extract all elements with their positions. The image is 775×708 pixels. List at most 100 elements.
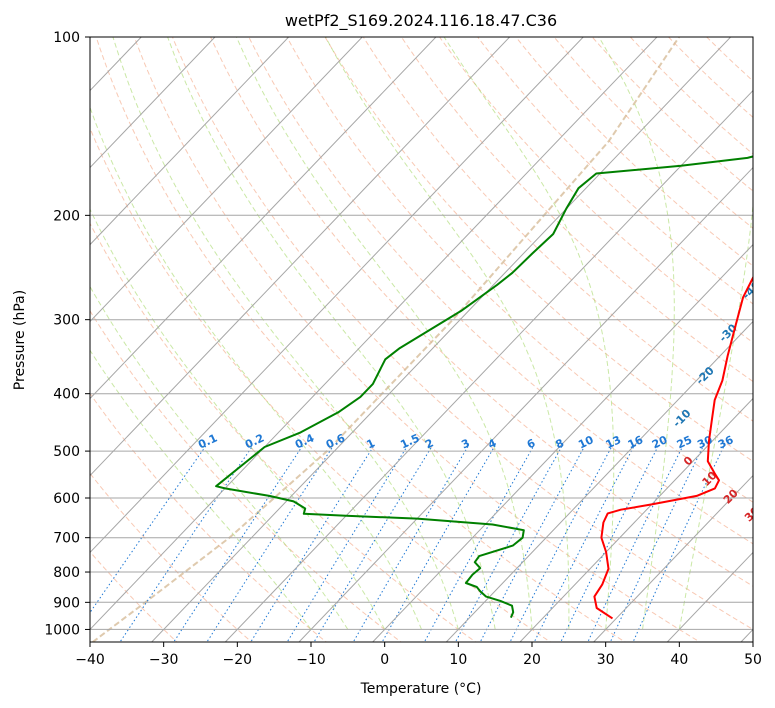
isotherm-line [740,628,753,642]
isotherm-line [90,37,363,323]
x-tick-label: 20 [523,652,541,668]
dry-adiabat-line [133,37,701,642]
dry-adiabat-line [477,37,753,305]
background-reference-lines [90,37,753,642]
mixing-ratio-line [533,445,635,642]
x-tick-label: −10 [296,652,326,668]
x-tick-label: 10 [449,652,467,668]
x-tick-label: 40 [670,652,688,668]
mixing-ratio-line [173,445,303,642]
moist-adiabat-line [443,37,615,630]
dry-adiabat-line [248,37,753,545]
dry-adiabat-label: 40 [763,522,775,542]
isotherm-line [593,474,753,642]
moist-adiabat-line [90,349,312,630]
x-tick-label: −30 [149,652,179,668]
mixing-ratio-line [609,445,704,642]
mixing-ratio-label: 2 [423,436,435,451]
dewpoint-profile-line [215,155,753,618]
y-tick-label: 800 [53,565,80,581]
dry-adiabat-line [210,37,753,587]
y-tick-label: 1000 [44,622,80,638]
moist-adiabat-line [325,37,570,630]
isotherm-line [151,37,732,642]
mixing-ratio-label: 16 [626,433,646,451]
mixing-ratio-label: 10 [576,433,596,451]
isotherm-line [90,37,216,169]
dry-adiabat-line [324,37,753,462]
x-axis-label: Temperature (°C) [360,681,482,697]
plot-frame [89,36,754,643]
mixing-ratio-label: 3 [459,436,471,451]
mixing-ratio-label: 8 [554,436,566,451]
mixing-ratio-label: 30 [695,433,715,451]
x-tick-label: 0 [380,652,389,668]
mixing-ratio-line [90,445,207,614]
mixing-ratio-line [313,445,433,642]
dry-adiabat-line [171,37,753,631]
mixing-ratio-label: 13 [604,433,623,451]
isotherm-line [519,397,753,642]
y-tick-label: 600 [53,491,80,507]
dry-adiabat-line [629,37,753,155]
y-tick-label: 300 [53,313,80,329]
mixing-ratio-label: 6 [525,436,538,451]
isotherm-line [90,37,584,554]
mixing-ratio-line [119,445,254,642]
isotherm-line [224,89,753,642]
moist-adiabat-line [235,37,533,630]
y-axis-ticks: 100 200 300 400 500 600 700 800 900 1000 [44,30,90,638]
y-axis-label: Pressure (hPa) [12,290,28,390]
x-tick-label: −40 [75,652,105,668]
mixing-ratio-label: 0.1 [196,431,219,451]
x-axis-ticks: −40 −30 −20 −10 0 10 20 30 40 50 [75,642,762,668]
dry-adiabat-line [362,37,753,422]
dry-adiabat-label: -10 [670,407,693,430]
x-tick-label: −20 [223,652,253,668]
mixing-ratio-line [286,445,408,642]
y-tick-label: 900 [53,595,80,611]
mixing-ratio-label: 36 [716,433,736,451]
temperature-profile-line [593,275,753,620]
isotherm-line [90,37,290,246]
y-tick-label: 100 [53,30,80,46]
isotherm-line [90,37,658,631]
moist-adiabat-line [90,285,349,630]
grid-lines [90,37,753,642]
dry-adiabat-line [553,37,753,229]
y-tick-label: 700 [53,531,80,547]
y-tick-label: 400 [53,387,80,403]
mixing-ratio-label: 20 [650,433,670,451]
moist-adiabat-line [167,37,496,630]
dry-adiabat-label: -20 [694,364,717,387]
dry-adiabat-line [438,37,753,344]
mixing-ratio-line [352,445,469,642]
mixing-ratio-label: 25 [675,433,694,451]
mixing-ratio-line [250,445,375,642]
dry-adiabat-label: 20 [721,486,741,506]
x-tick-label: 30 [597,652,615,668]
y-tick-label: 200 [53,208,80,224]
moist-adiabat-line [90,208,386,630]
moist-adiabat-line [112,37,459,630]
x-tick-label: 50 [744,652,762,668]
isotherm-line [445,320,753,642]
isotherm-line [90,37,437,400]
mixing-ratio-line [587,445,684,642]
dry-adiabat-label: 30 [742,504,762,524]
mixing-ratio-line [206,445,334,642]
isotherm-line [90,37,511,477]
chart-title: wetPf2_S169.2024.116.18.47.C36 [285,11,557,31]
mixing-ratio-line [479,445,586,642]
mixing-ratio-label: 4 [486,436,499,451]
moist-adiabat-line [598,37,675,630]
dry-adiabat-line [90,309,402,642]
mixing-ratio-line [509,445,613,642]
isotherm-line [298,166,753,642]
moist-adiabat-line [90,106,422,630]
dry-adiabat-line [90,472,253,642]
moist-adiabat-line [678,37,753,630]
mixing-ratio-line [560,445,659,642]
dry-adiabat-line [95,37,626,642]
